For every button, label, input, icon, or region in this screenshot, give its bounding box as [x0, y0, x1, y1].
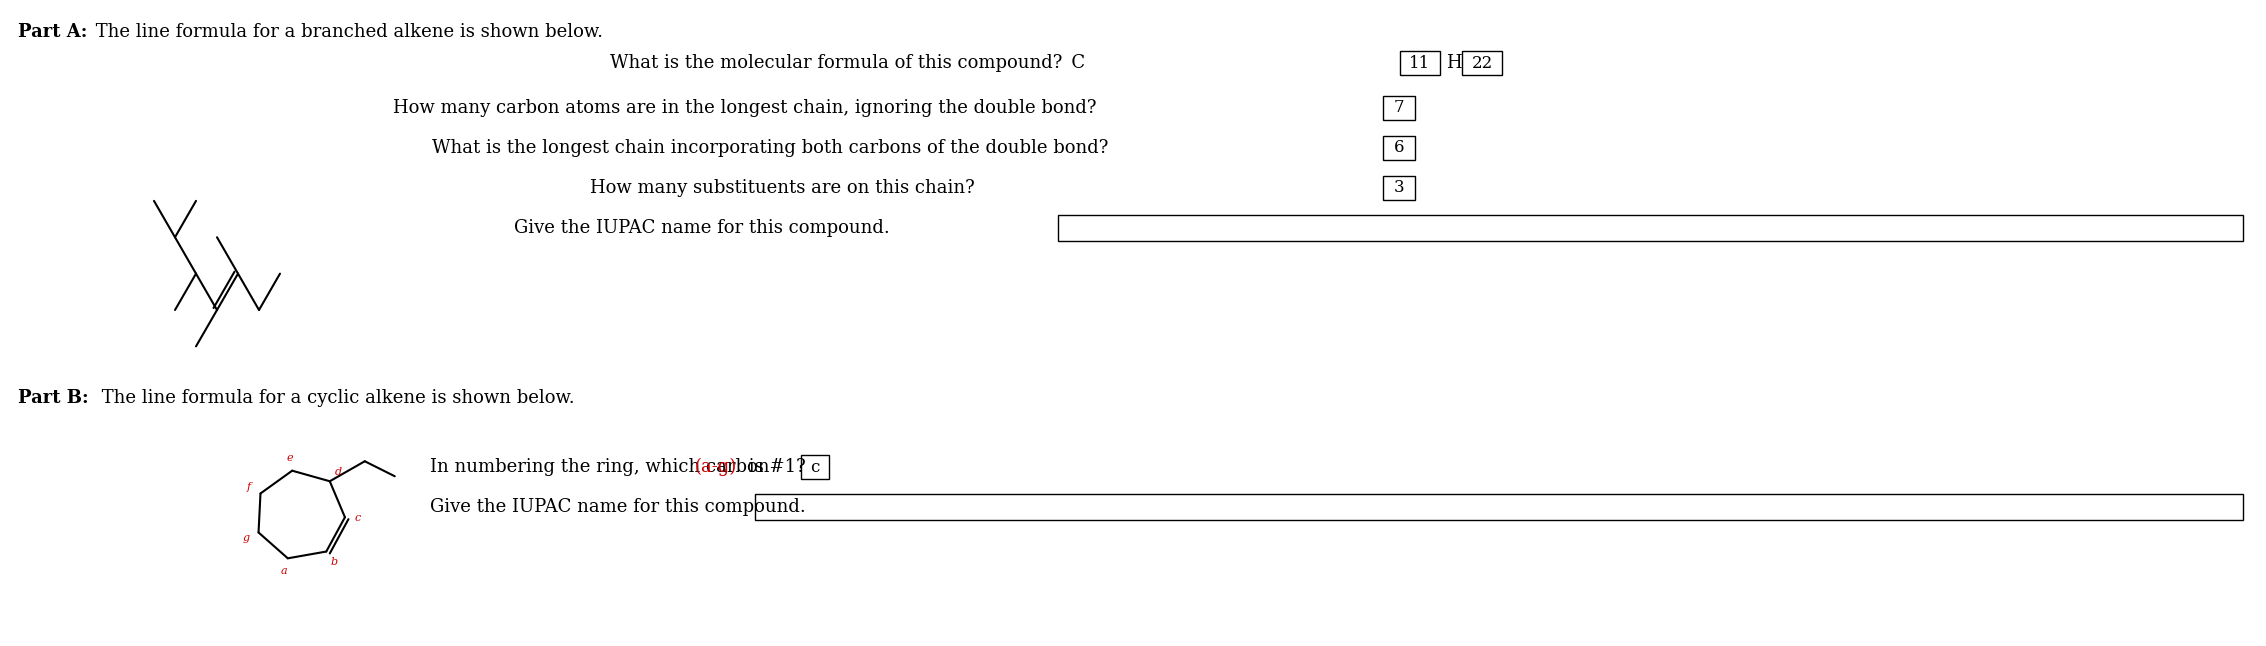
Bar — [755, 494, 2243, 520]
Text: What is the longest chain incorporating both carbons of the double bond?: What is the longest chain incorporating … — [433, 139, 1108, 157]
Text: d: d — [335, 466, 342, 477]
Text: 7: 7 — [1394, 99, 1405, 116]
Bar — [1382, 176, 1414, 200]
Text: How many carbon atoms are in the longest chain, ignoring the double bond?: How many carbon atoms are in the longest… — [392, 99, 1097, 117]
Text: c: c — [811, 459, 820, 475]
Bar — [1382, 96, 1414, 120]
Text: The line formula for a branched alkene is shown below.: The line formula for a branched alkene i… — [91, 23, 603, 41]
Text: Part B:: Part B: — [18, 389, 88, 407]
Text: How many substituents are on this chain?: How many substituents are on this chain? — [589, 179, 974, 197]
Text: 11: 11 — [1409, 54, 1430, 72]
Text: c: c — [356, 513, 360, 523]
Text: f: f — [247, 483, 252, 492]
Text: is #1?: is #1? — [743, 458, 807, 476]
Bar — [1058, 215, 2243, 241]
Bar — [800, 455, 829, 479]
Text: 3: 3 — [1394, 180, 1405, 196]
Text: Give the IUPAC name for this compound.: Give the IUPAC name for this compound. — [431, 498, 807, 516]
Text: Give the IUPAC name for this compound.: Give the IUPAC name for this compound. — [514, 219, 891, 237]
Text: Part A:: Part A: — [18, 23, 88, 41]
Text: The line formula for a cyclic alkene is shown below.: The line formula for a cyclic alkene is … — [95, 389, 576, 407]
Text: e: e — [286, 453, 292, 463]
Text: What is the molecular formula of this compound? C: What is the molecular formula of this co… — [610, 54, 1085, 72]
Text: (a-g): (a-g) — [696, 458, 736, 476]
Text: 22: 22 — [1471, 54, 1493, 72]
Bar — [1400, 51, 1439, 75]
Text: 6: 6 — [1394, 140, 1405, 156]
Text: b: b — [331, 557, 338, 567]
Text: g: g — [242, 532, 249, 543]
Text: a: a — [281, 566, 288, 576]
Text: In numbering the ring, which carbon: In numbering the ring, which carbon — [431, 458, 775, 476]
Text: H: H — [1446, 54, 1462, 72]
Bar — [1462, 51, 1502, 75]
Bar — [1382, 136, 1414, 160]
